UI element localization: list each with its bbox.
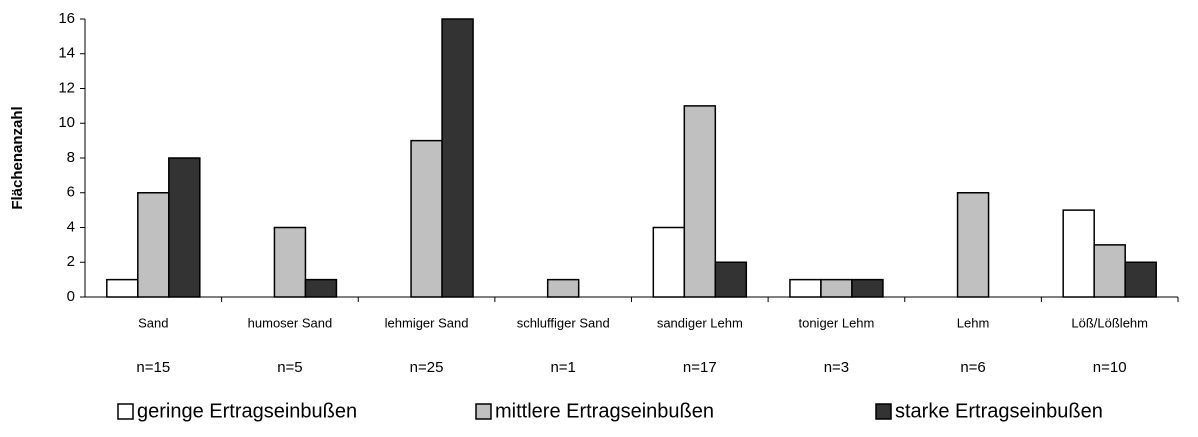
y-tick-label: 4 [67,218,75,235]
y-tick-label: 6 [67,184,75,201]
x-tick-label: schluffiger Sand [517,315,610,330]
bar [683,105,717,298]
bar [441,18,474,298]
x-tick-label: sandiger Lehm [657,315,743,330]
bar [714,261,748,298]
annotation: n=6 [960,359,985,376]
y-axis-label: Flächenanzahl [9,106,26,209]
bar [273,226,307,298]
bar [652,226,686,298]
y-tick-label: 14 [58,45,75,62]
bar [1093,244,1126,298]
annotation: n=3 [824,359,849,376]
bar [546,278,580,298]
annotation: n=15 [136,359,170,376]
bar [851,278,884,298]
annotation: n=10 [1093,359,1127,376]
annotation: n=1 [550,359,575,376]
x-tick-label: Sand [138,315,168,330]
bar [304,278,338,298]
bar [410,139,443,298]
x-tick-label: Lehm [957,315,990,330]
x-tick-label: lehmiger Sand [385,315,469,330]
bar [820,278,853,298]
bar [1124,261,1157,298]
annotation: n=25 [410,359,444,376]
y-tick-label: 16 [58,10,75,27]
annotation: n=17 [683,359,717,376]
y-tick-label: 0 [67,288,75,305]
legend-label: mittlere Ertragseinbußen [495,400,714,422]
x-tick-label: Löß/Lößlehm [1071,315,1148,330]
y-tick-label: 2 [67,253,75,270]
bar [1062,209,1095,298]
annotation: n=5 [277,359,302,376]
legend-swatch [117,403,134,420]
bar [956,192,990,298]
y-tick-label: 10 [58,114,75,131]
legend-swatch [875,403,892,420]
bar [789,278,822,298]
x-tick-label: humoser Sand [248,315,333,330]
legend-label: geringe Ertragseinbußen [137,400,357,422]
bar [168,157,201,298]
legend-swatch [475,403,492,420]
y-tick-label: 8 [67,149,75,166]
bar [106,278,139,298]
bar [137,192,170,298]
y-tick-label: 12 [58,79,75,96]
x-tick-label: toniger Lehm [798,315,874,330]
legend-label: starke Ertragseinbußen [895,400,1103,422]
